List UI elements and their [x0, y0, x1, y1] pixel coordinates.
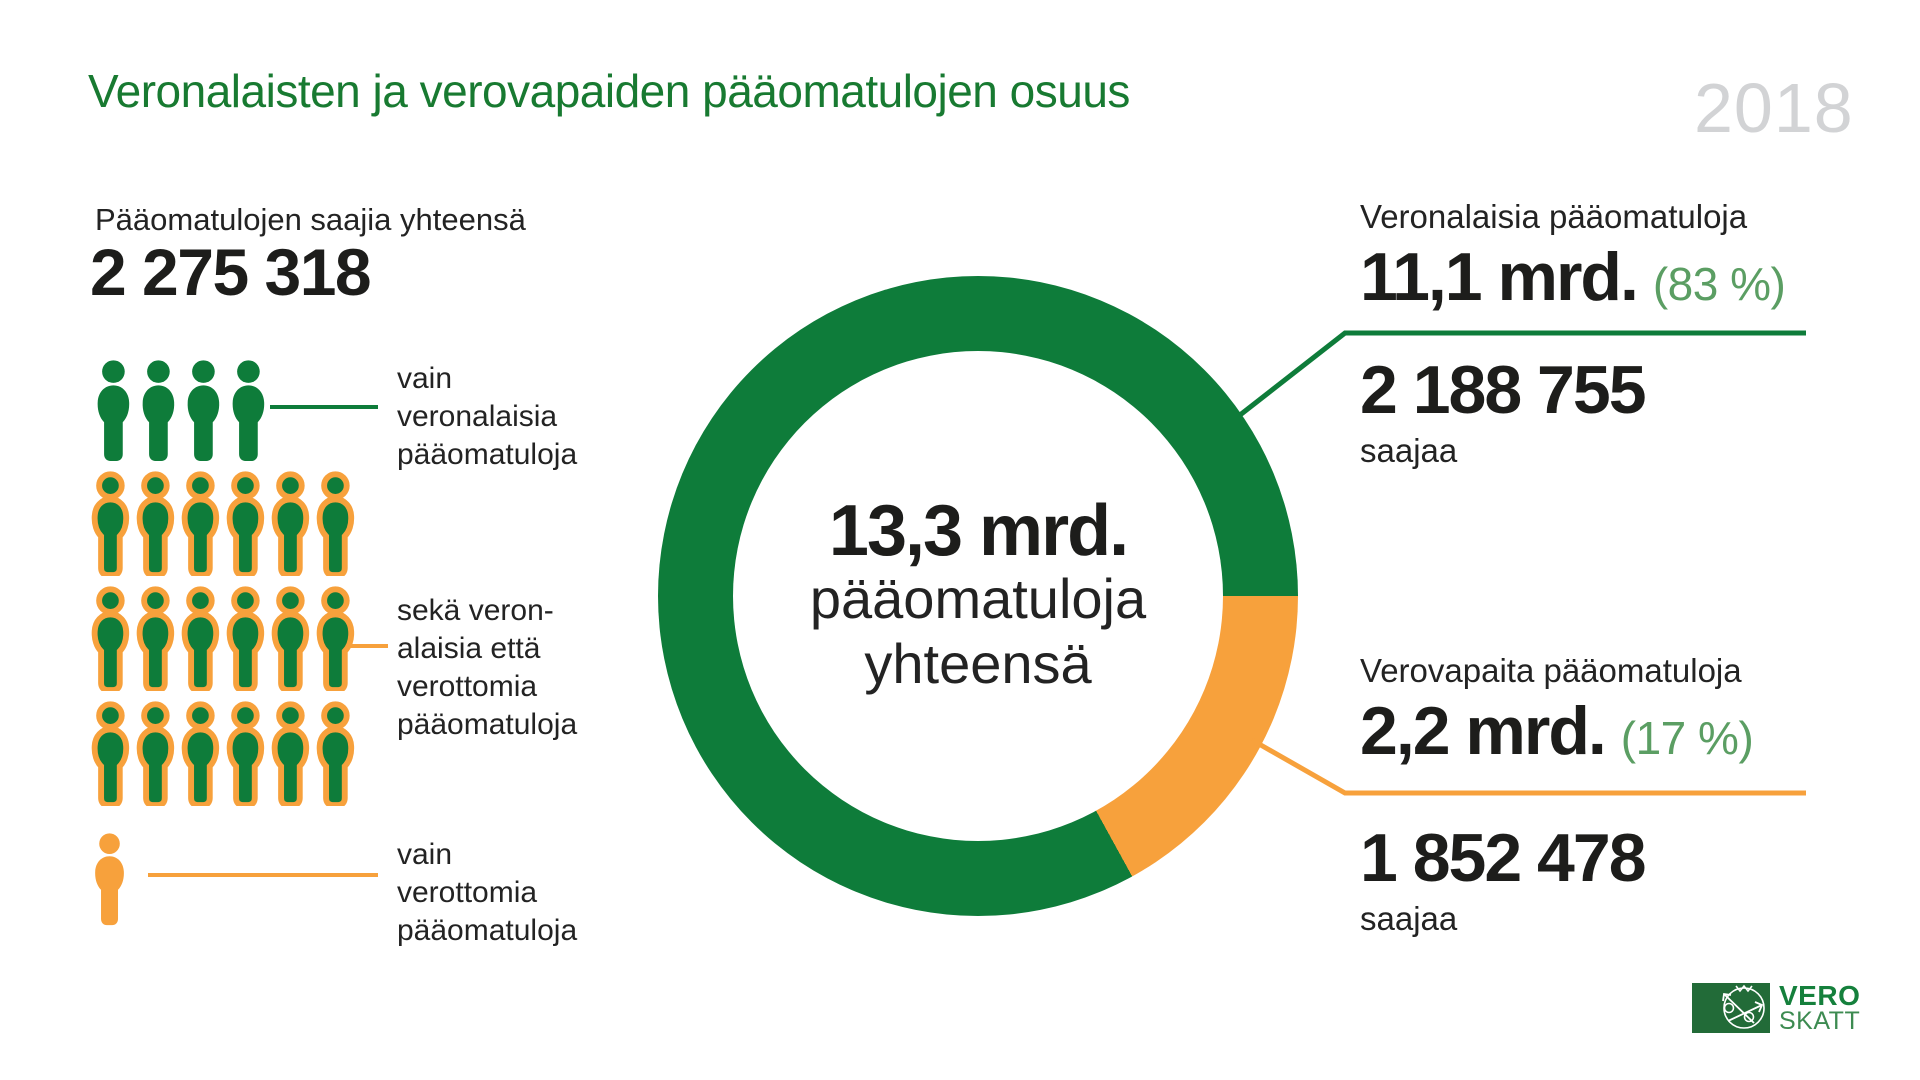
- donut-total-label-1: pääomatuloja: [809, 567, 1147, 631]
- taxable-label: Veronalaisia pääomatuloja: [1360, 198, 1748, 235]
- donut-center: 13,3 mrd. pääomatuloja yhteensä: [733, 351, 1223, 841]
- person-icon: [216, 350, 271, 462]
- taxable-block: Veronalaisia pääomatuloja 11,1 mrd. (83 …: [1360, 198, 1786, 315]
- logo-skatt-label: SKATT: [1779, 1007, 1861, 1035]
- legend-connector-green: [270, 405, 378, 409]
- legend-line: pääomatuloja: [397, 914, 578, 947]
- pictogram-row: [81, 350, 261, 462]
- taxfree-recipients-block: 1 852 478 saajaa: [1360, 820, 1647, 938]
- legend-line: alaisia että: [397, 632, 541, 665]
- legend-line: veronalaisia: [397, 400, 558, 433]
- donut-chart: 13,3 mrd. pääomatuloja yhteensä: [658, 276, 1298, 916]
- logo-vero-label: VERO: [1779, 980, 1861, 1011]
- taxable-recipients-label: saajaa: [1360, 432, 1458, 469]
- taxable-recipients-block: 2 188 755 saajaa: [1360, 352, 1647, 470]
- donut-total-value: 13,3 mrd.: [828, 491, 1129, 572]
- person-icon: [303, 694, 358, 806]
- pictogram-row: [78, 464, 348, 576]
- pictogram-row: [78, 579, 348, 691]
- year-label: 2018: [1694, 69, 1854, 147]
- taxable-amount: 11,1 mrd.: [1360, 239, 1639, 315]
- taxfree-amount: 2,2 mrd.: [1360, 693, 1607, 769]
- legend-taxable-only: vain veronalaisia pääomatuloja: [397, 360, 577, 474]
- pictogram-row: [78, 694, 348, 806]
- legend-connector-orange-bottom: [148, 873, 378, 877]
- vero-skatt-logo: VERO SKATT: [1692, 980, 1861, 1035]
- person-icon: [303, 464, 358, 576]
- taxfree-label: Verovapaita pääomatuloja: [1360, 652, 1742, 689]
- legend-line: vain: [397, 838, 453, 871]
- legend-line: vain: [397, 362, 453, 395]
- taxfree-percent: (17 %): [1620, 712, 1754, 764]
- pictogram-row: [80, 824, 120, 926]
- vero-logo-text: VERO SKATT: [1779, 980, 1861, 1035]
- page-title: Veronalaisten ja verovapaiden pääomatulo…: [88, 65, 1130, 117]
- taxfree-recipients: 1 852 478: [1360, 820, 1647, 896]
- donut-total-label-2: yhteensä: [864, 632, 1092, 695]
- vero-emblem-icon: [1692, 983, 1770, 1033]
- taxfree-block: Verovapaita pääomatuloja 2,2 mrd. (17 %): [1360, 652, 1754, 769]
- person-icon: [80, 824, 130, 926]
- legend-both-types: sekä veron- alaisia että verottomia pääo…: [397, 592, 577, 744]
- taxable-recipients: 2 188 755: [1360, 352, 1647, 428]
- taxfree-recipients-label: saajaa: [1360, 900, 1458, 937]
- legend-line: verottomia: [397, 876, 538, 909]
- total-recipients-value: 2 275 318: [90, 235, 372, 309]
- legend-line: sekä veron-: [397, 594, 554, 627]
- legend-line: pääomatuloja: [397, 438, 578, 471]
- legend-line: pääomatuloja: [397, 708, 578, 741]
- taxable-percent: (83 %): [1652, 258, 1786, 310]
- legend-taxfree-only: vain verottomia pääomatuloja: [397, 836, 577, 950]
- total-recipients-label: Pääomatulojen saajia yhteensä: [95, 202, 526, 237]
- legend-line: verottomia: [397, 670, 538, 703]
- person-icon: [303, 579, 358, 691]
- legend-connector-orange-mid: [348, 644, 388, 648]
